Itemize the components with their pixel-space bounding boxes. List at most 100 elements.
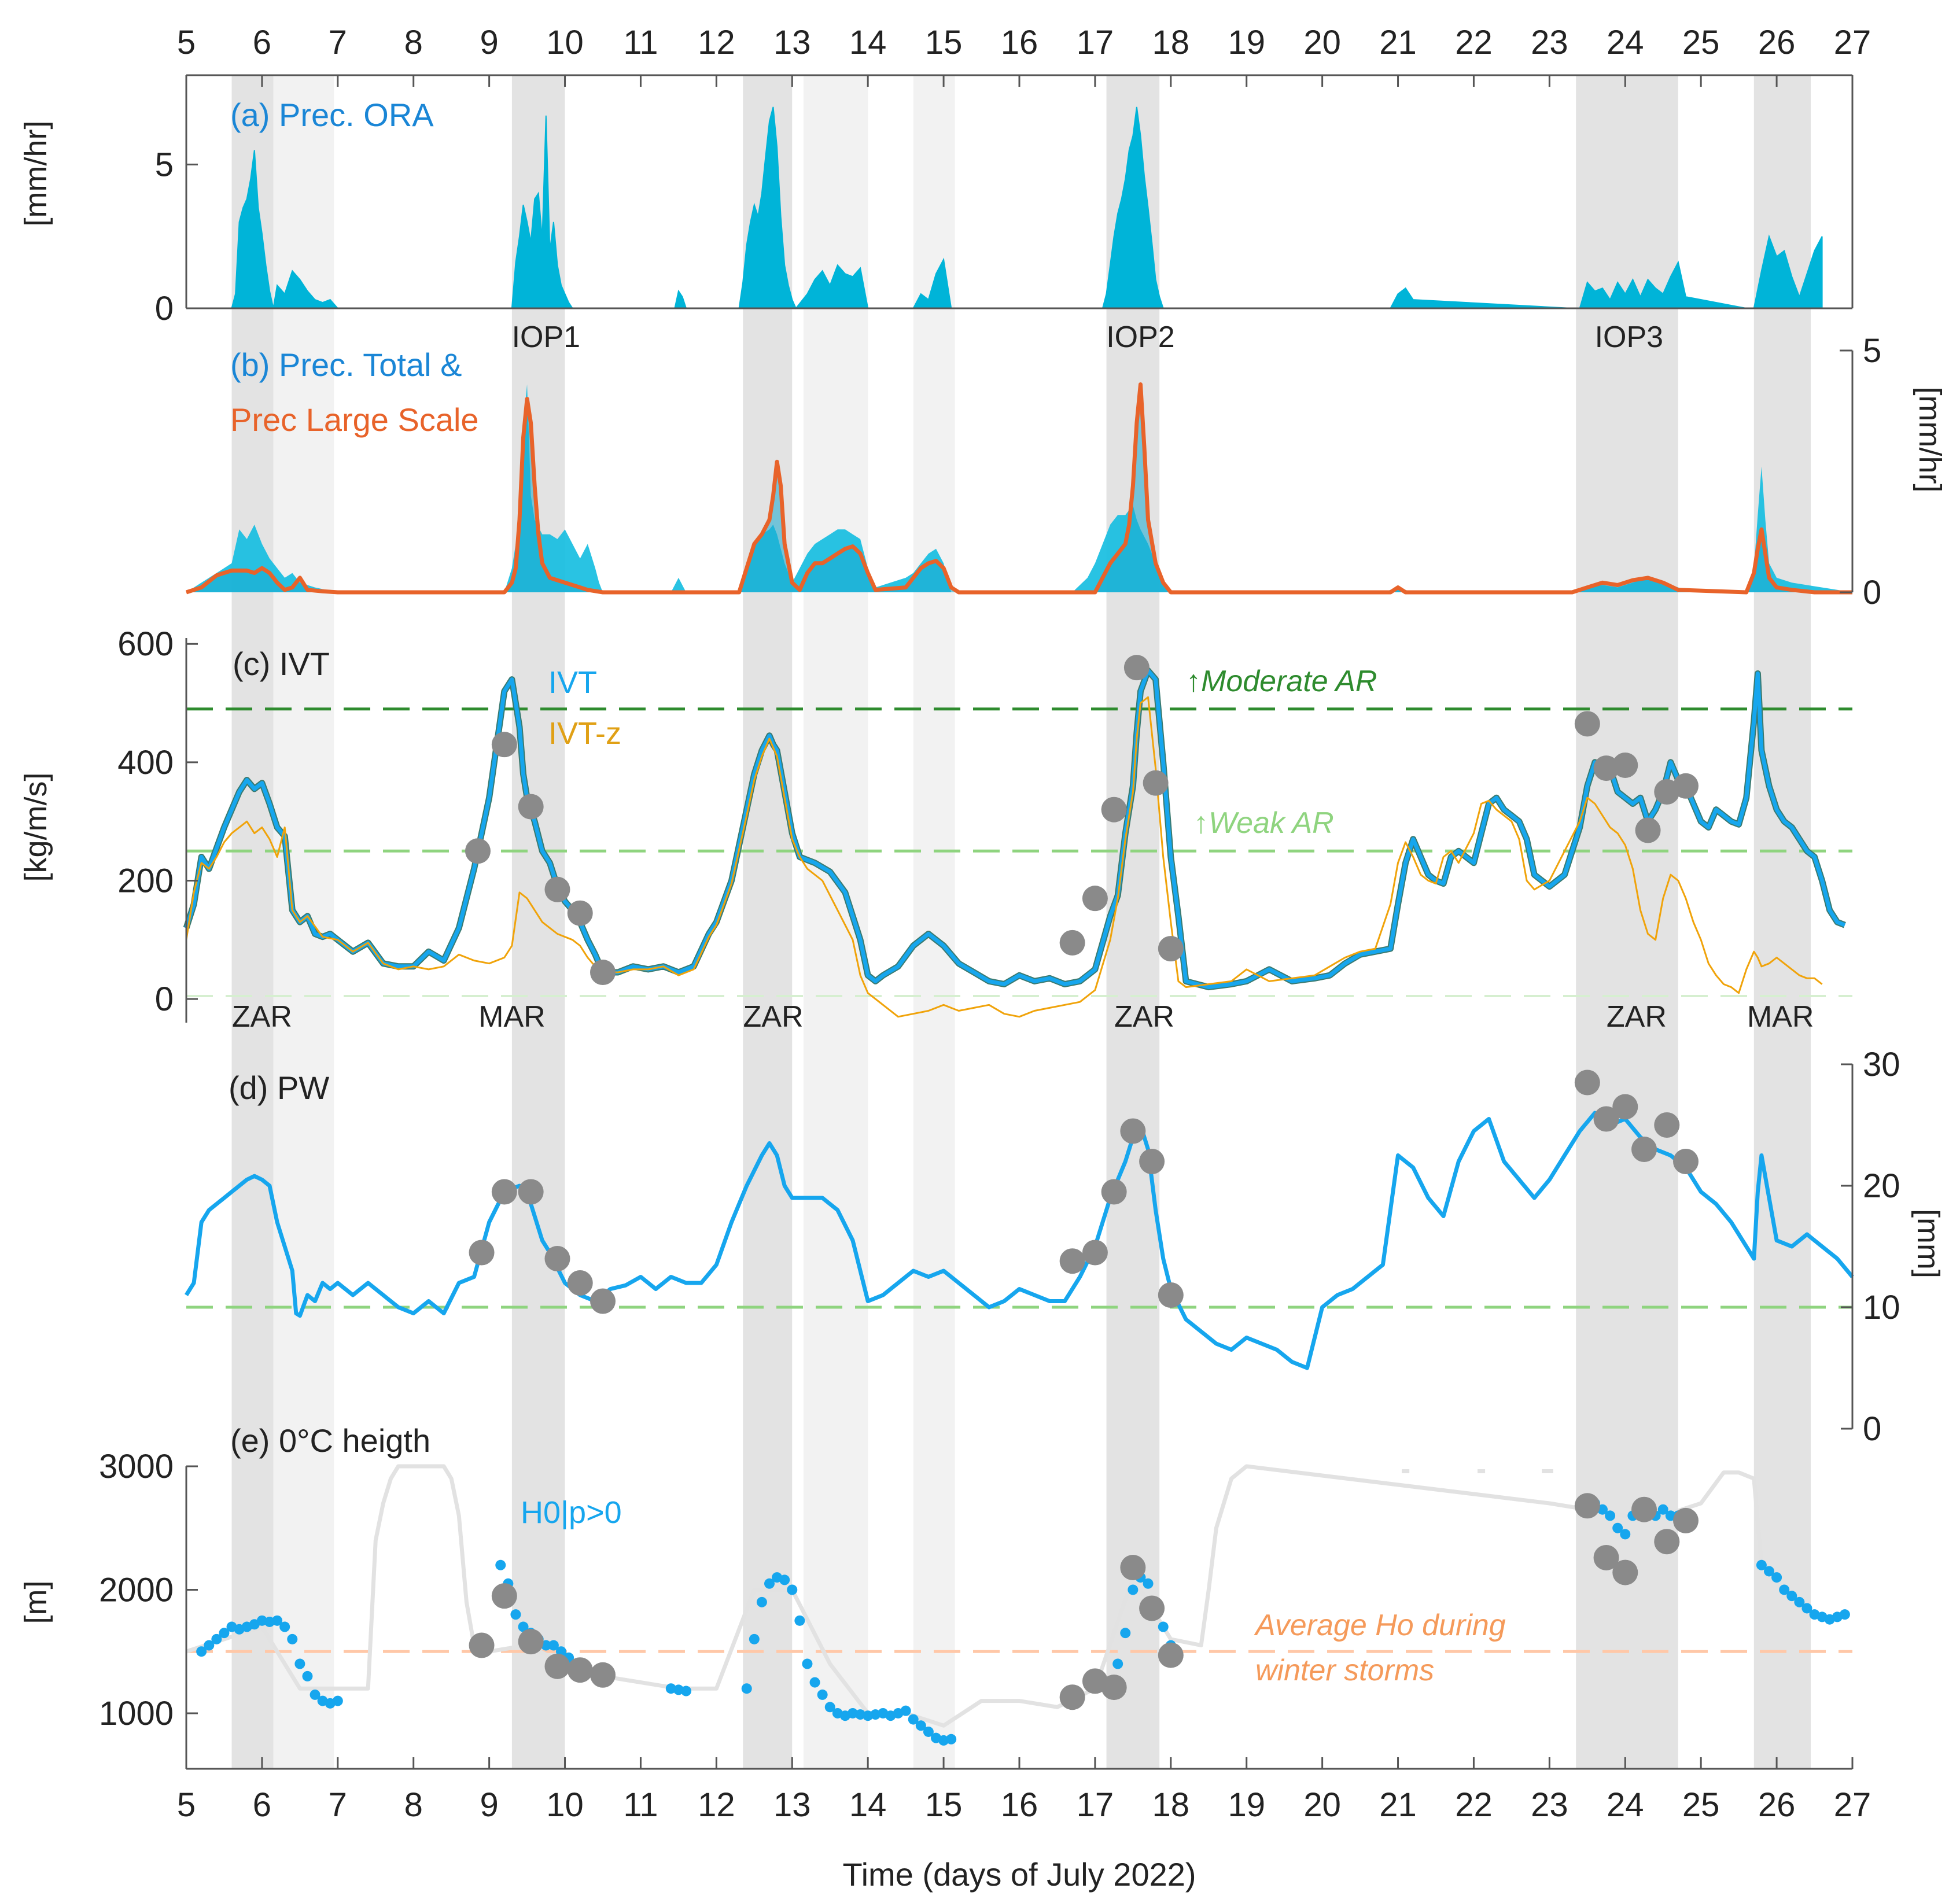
h0-dot [794, 1615, 805, 1626]
panel-b-frame [1840, 349, 1854, 593]
h0-marker [1574, 1493, 1600, 1519]
panel-d-ylabel: [mm] [1911, 1209, 1946, 1278]
h0-dot [1801, 1603, 1812, 1614]
h0-dot [681, 1686, 691, 1697]
h0-dot [1605, 1510, 1616, 1521]
pw-marker [518, 1179, 544, 1205]
bottom-tick-label: 20 [1303, 1786, 1341, 1824]
h0-marker [491, 1583, 517, 1609]
ytick-label-c: 200 [117, 862, 174, 899]
ar-label: ZAR [1114, 1000, 1174, 1034]
h0-dot [1128, 1584, 1139, 1595]
h0-dot [817, 1689, 828, 1700]
ytick-label-c: 0 [155, 980, 174, 1018]
h0-marker [567, 1657, 593, 1683]
ar-type-labels: ZAR MAR ZAR ZAR ZAR MAR [232, 1000, 1814, 1034]
h0-dot [196, 1646, 207, 1657]
h0-dot [1786, 1591, 1797, 1602]
bottom-tick-label: 16 [1001, 1786, 1038, 1824]
h0-dot [1143, 1578, 1154, 1589]
h0-dot [764, 1578, 775, 1589]
h0-dot [1839, 1609, 1850, 1620]
pw-marker [590, 1288, 616, 1314]
ytick-label-d: 20 [1863, 1167, 1900, 1205]
h0-dot [779, 1574, 790, 1585]
pw-line [185, 1111, 1854, 1370]
bottom-tick-label: 15 [925, 1786, 963, 1824]
shade-band [1576, 75, 1678, 1769]
ytick-label-d: 30 [1863, 1046, 1900, 1083]
x-axis-label: Time (days of July 2022) [842, 1856, 1196, 1893]
h0-marker [1612, 1559, 1638, 1585]
bottom-tick-label: 21 [1379, 1786, 1417, 1824]
pw-marker [1139, 1149, 1165, 1174]
iop-label: IOP2 [1106, 320, 1175, 354]
h0-dot [272, 1615, 283, 1626]
ytick-label-c: 400 [117, 744, 174, 781]
ytick-label-c: 600 [117, 625, 174, 663]
ivt-marker [1574, 711, 1600, 737]
h0-dot [1120, 1628, 1131, 1639]
h0-dot [923, 1726, 934, 1737]
top-tick-label: 21 [1379, 24, 1417, 61]
pw-marker [1612, 1094, 1638, 1120]
h0-dot [1756, 1559, 1767, 1570]
shade-band [913, 75, 955, 1769]
ivt-markers [465, 655, 1699, 986]
ivt-marker [491, 732, 517, 758]
h0-marker [1120, 1555, 1146, 1581]
ivt-marker [567, 900, 593, 926]
panel-b-ylabel: [mm/hr] [1913, 387, 1947, 493]
ytick-label-d: 0 [1863, 1410, 1881, 1448]
top-tick-label: 22 [1455, 24, 1493, 61]
pw-marker [1654, 1112, 1680, 1138]
bottom-tick-label: 25 [1682, 1786, 1720, 1824]
h0-marker [518, 1629, 544, 1655]
h0-marker [1631, 1496, 1657, 1522]
panel-a-frame [185, 75, 1854, 309]
ivt-marker [1101, 796, 1127, 823]
h0-marker [1139, 1595, 1165, 1621]
h0-dot [1158, 1621, 1169, 1632]
bottom-tick-label: 6 [253, 1786, 271, 1824]
h0-dot [1665, 1510, 1676, 1521]
ar-label: ZAR [743, 1000, 804, 1034]
h0-dot [1779, 1584, 1790, 1595]
ytick-label-e: 3000 [99, 1448, 174, 1485]
ar-label: ZAR [232, 1000, 292, 1034]
legend-ivt-z: IVT-z [548, 716, 621, 751]
top-tick-label: 14 [849, 24, 887, 61]
panel-a-ylabel: [mm/hr] [19, 121, 53, 227]
h0-dot [548, 1640, 559, 1651]
h0-dot [294, 1658, 305, 1669]
ytick-label-b: 0 [1863, 574, 1881, 611]
bottom-tick-label: 13 [773, 1786, 811, 1824]
y-axis-ticks: 0 5 0 5 0 200 400 600 0 10 20 30 1000 2000 3000 [99, 146, 1900, 1732]
ivt-marker [465, 838, 491, 864]
h0-dot [211, 1633, 222, 1644]
bottom-tick-label: 17 [1077, 1786, 1114, 1824]
ivt-marker [1612, 752, 1638, 778]
h0-dot [1764, 1566, 1774, 1577]
panel-d-title: (d) PW [229, 1069, 329, 1106]
h0-marker [469, 1632, 495, 1658]
top-tick-label: 23 [1531, 24, 1568, 61]
h0-marker [1673, 1507, 1699, 1533]
bottom-tick-label: 5 [177, 1786, 196, 1824]
h0-dot [915, 1720, 926, 1731]
ytick-label-e: 2000 [99, 1571, 174, 1609]
top-tick-label: 13 [773, 24, 811, 61]
h0-marker [1158, 1642, 1184, 1668]
pw-marker [567, 1270, 593, 1296]
panel-d-pw [185, 1069, 1854, 1370]
h0-dot [787, 1584, 798, 1595]
top-tick-label: 7 [329, 24, 347, 61]
prec-ora-area [186, 106, 1823, 309]
pw-marker [469, 1240, 495, 1266]
panel-c-ivt [183, 655, 1846, 1018]
avg-h0-label-line1: Average Ho during [1254, 1609, 1506, 1642]
h0-dot [1657, 1504, 1668, 1515]
h0-dot [749, 1633, 760, 1644]
ytick-label-e: 1000 [99, 1695, 174, 1732]
h0-dot [310, 1689, 320, 1700]
